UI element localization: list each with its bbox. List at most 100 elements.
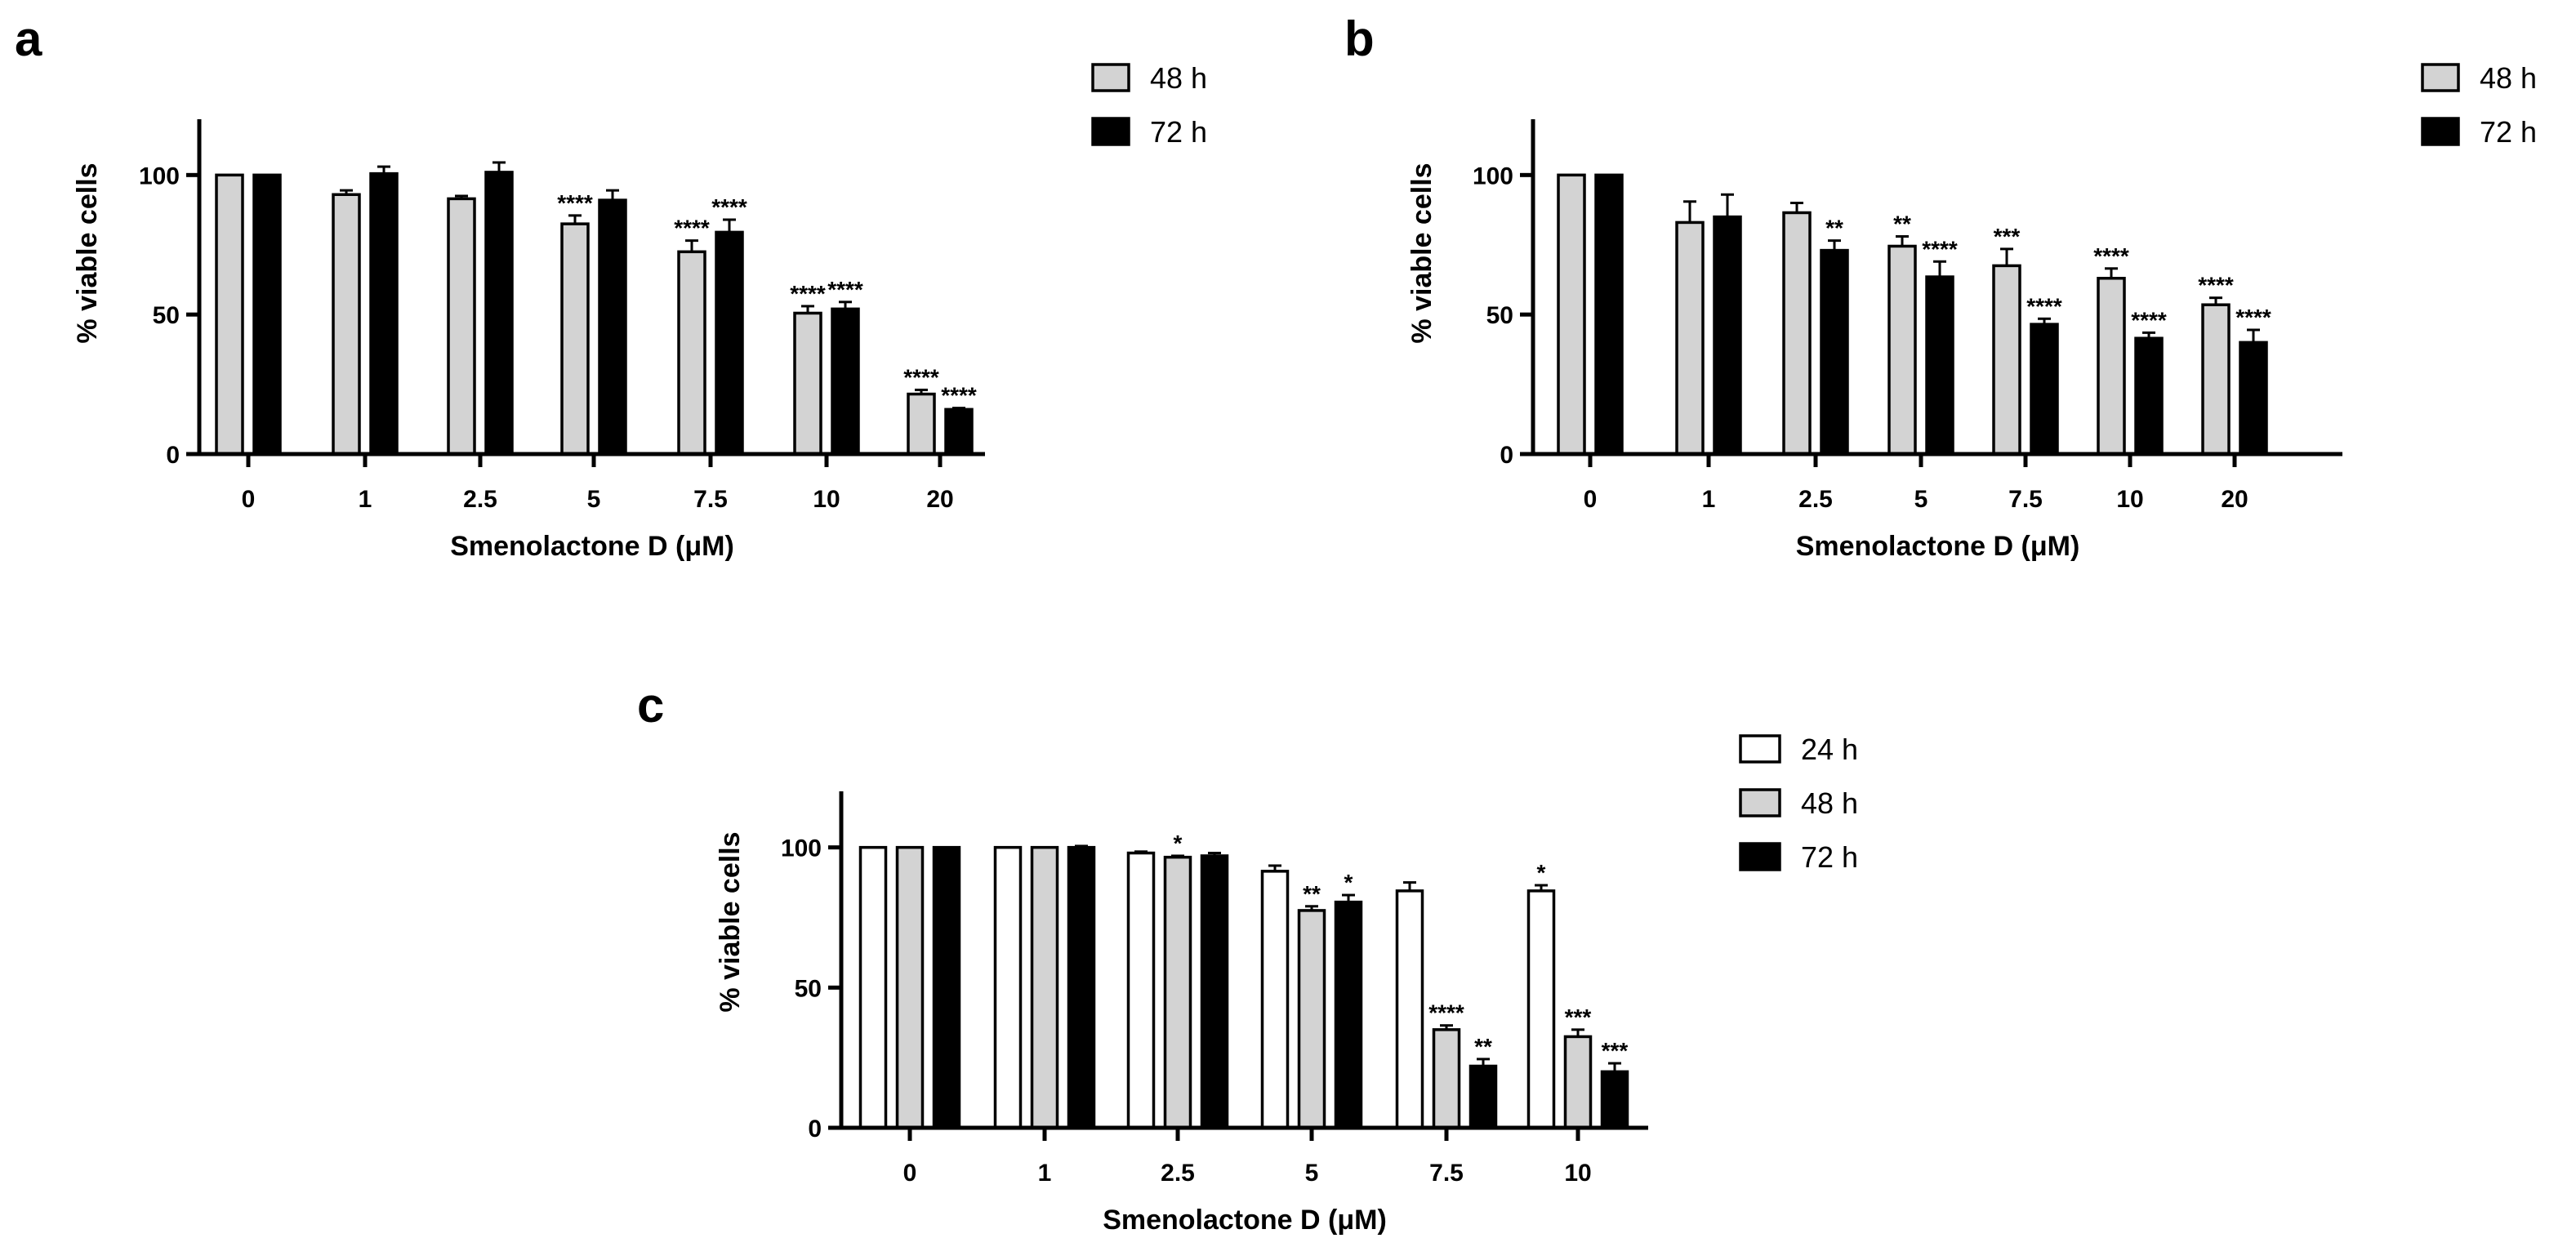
bar — [1557, 173, 1586, 456]
significance-label: **** — [2026, 293, 2062, 318]
legend-label: 72 h — [1150, 115, 1207, 149]
significance-label: **** — [2198, 273, 2234, 298]
legend-swatch — [1739, 734, 1781, 764]
significance-label: **** — [674, 216, 710, 241]
significance-label: **** — [1922, 236, 1958, 261]
legend-label: 48 h — [1801, 786, 1858, 820]
y-tick-label: 0 — [166, 442, 180, 469]
bar — [1260, 870, 1290, 1129]
bar — [1675, 220, 1705, 456]
bar — [1925, 275, 1954, 456]
y-tick-label: 50 — [1486, 302, 1513, 329]
significance-label: **** — [903, 364, 939, 390]
bar — [1600, 1070, 1629, 1129]
bar — [1334, 900, 1363, 1129]
x-axis-title: Smenolactone D (μM) — [1103, 1205, 1387, 1236]
bar — [993, 845, 1023, 1129]
bar — [793, 311, 822, 456]
y-tick-label: 100 — [139, 163, 180, 189]
bar — [1887, 244, 1917, 456]
bar — [332, 193, 361, 456]
bar — [252, 173, 282, 456]
y-axis-title: % viable cells — [715, 831, 746, 1012]
x-tick-label: 20 — [926, 486, 953, 513]
y-axis-title: % viable cells — [72, 163, 103, 343]
x-tick-label: 5 — [587, 486, 601, 513]
x-axis-title: Smenolactone D (μM) — [450, 531, 734, 562]
legend-label: 72 h — [2480, 115, 2537, 149]
x-tick-label: 7.5 — [1429, 1160, 1464, 1187]
bar — [831, 307, 860, 456]
bar — [2201, 303, 2231, 456]
bar — [1563, 1035, 1593, 1129]
significance-label: *** — [1565, 1004, 1592, 1030]
bar — [369, 171, 399, 456]
significance-label: **** — [2093, 243, 2129, 269]
x-axis-title: Smenolactone D (μM) — [1796, 531, 2080, 562]
y-tick-label: 100 — [781, 835, 822, 862]
y-tick-label: 100 — [1473, 163, 1513, 189]
x-tick-label: 2.5 — [1798, 486, 1833, 513]
bar — [447, 197, 476, 456]
x-tick-label: 0 — [903, 1160, 917, 1187]
bar — [895, 845, 925, 1129]
x-tick-label: 5 — [1914, 486, 1928, 513]
significance-label: * — [1174, 831, 1183, 856]
bar — [1297, 909, 1326, 1129]
bar — [1992, 264, 2021, 456]
significance-label: * — [1537, 860, 1546, 885]
bar — [677, 250, 706, 456]
bar — [2030, 323, 2059, 456]
legend-swatch — [2421, 63, 2460, 92]
bar — [1468, 1064, 1498, 1129]
x-tick-label: 20 — [2221, 486, 2248, 513]
x-tick-label: 1 — [1038, 1160, 1052, 1187]
significance-label: ** — [1825, 216, 1843, 241]
significance-label: ** — [1474, 1034, 1492, 1059]
bar — [715, 230, 744, 456]
legend-swatch — [2421, 117, 2460, 146]
legend-label: 48 h — [2480, 61, 2537, 95]
bar — [1594, 173, 1624, 456]
legend-label: 48 h — [1150, 61, 1207, 95]
significance-label: *** — [1994, 224, 2021, 249]
x-tick-label: 5 — [1305, 1160, 1319, 1187]
significance-label: *** — [1602, 1038, 1629, 1063]
x-tick-label: 1 — [359, 486, 372, 513]
bar — [2097, 277, 2126, 456]
legend-swatch — [1739, 788, 1781, 817]
legend-swatch — [1091, 117, 1130, 146]
bar — [944, 408, 974, 456]
bar — [1526, 889, 1556, 1129]
significance-label: **** — [2131, 307, 2167, 332]
bar — [1067, 845, 1096, 1129]
bar — [2134, 336, 2164, 456]
x-tick-label: 2.5 — [463, 486, 497, 513]
bar — [1782, 211, 1812, 456]
significance-label: **** — [711, 194, 747, 220]
x-tick-label: 10 — [813, 486, 840, 513]
panel-letter: b — [1344, 11, 1375, 66]
bar — [598, 198, 627, 456]
x-tick-label: 7.5 — [693, 486, 728, 513]
bar — [560, 222, 590, 456]
significance-label: ** — [1893, 212, 1911, 237]
y-axis-title: % viable cells — [1406, 163, 1437, 343]
bar — [1126, 851, 1156, 1129]
significance-label: **** — [557, 190, 593, 216]
x-tick-label: 7.5 — [2008, 486, 2043, 513]
bar — [484, 171, 514, 456]
bar — [1432, 1028, 1461, 1129]
bar — [1820, 248, 1849, 456]
significance-label: **** — [790, 281, 826, 306]
y-tick-label: 0 — [1500, 442, 1513, 469]
bar — [907, 392, 936, 456]
panel-letter: c — [637, 678, 664, 733]
bar — [932, 845, 961, 1129]
x-tick-label: 2.5 — [1161, 1160, 1195, 1187]
bar — [1200, 854, 1229, 1129]
bar — [1395, 889, 1424, 1129]
